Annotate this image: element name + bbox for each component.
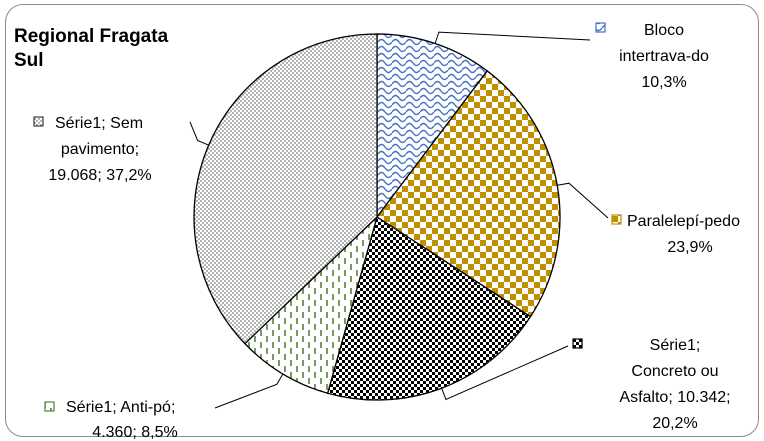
slice-label-antipo: Série1; Anti-pó; 4.360; 8,5%	[44, 399, 178, 441]
slice-label-sem-pavimento-line-1: Série1; Sem	[55, 115, 143, 132]
legend-key-concreto	[572, 338, 583, 349]
legend-key-paralelepipedo	[611, 214, 622, 225]
slice-label-sem-pavimento-line-2: pavimento;	[61, 141, 139, 158]
slice-label-sem-pavimento-line-3: 19.068; 37,2%	[48, 167, 151, 184]
chart-title-line-2: Sul	[14, 50, 44, 71]
slice-label-bloco-line-3: 10,3%	[641, 74, 686, 91]
slice-label-sem-pavimento: Série1; Sem pavimento; 19.068; 37,2%	[33, 115, 152, 184]
legend-key-bloco	[595, 22, 606, 33]
pie-slice-concreto	[326, 215, 532, 401]
leader-line-bloco	[434, 31, 591, 44]
slice-label-concreto: Série1; Concreto ou Asfalto; 10.342; 20,…	[572, 337, 731, 432]
slice-label-bloco-line-2: intertrava-do	[619, 48, 709, 65]
leader-line-sem-pavimento	[189, 121, 209, 146]
slice-label-antipo-line-2: 4.360; 8,5%	[92, 424, 177, 441]
slice-label-bloco: Bloco intertrava-do 10,3%	[595, 22, 709, 91]
slice-label-bloco-line-1: Bloco	[644, 22, 684, 39]
pie-slice-bloco	[376, 33, 489, 219]
slice-label-paralelepipedo-line-2: 23,9%	[667, 239, 712, 256]
slice-label-concreto-line-2: Concreto ou	[631, 363, 718, 380]
leader-line-antipo	[214, 373, 284, 409]
slice-label-concreto-line-1: Série1;	[650, 337, 701, 354]
slice-label-concreto-line-4: 20,2%	[652, 415, 697, 432]
legend-key-antipo	[44, 401, 55, 412]
chart-title: Regional Fragata Sul	[14, 26, 169, 71]
slice-label-antipo-line-1: Série1; Anti-pó;	[66, 399, 175, 416]
chart-title-line-1: Regional Fragata	[14, 26, 169, 47]
slice-label-paralelepipedo-line-1: Paralelepí-pedo	[627, 213, 740, 230]
pie-slice-paralelepipedo	[376, 70, 561, 318]
slice-label-concreto-line-3: Asfalto; 10.342;	[619, 389, 730, 406]
pie-slices	[193, 33, 561, 401]
leader-lines	[189, 31, 609, 409]
leader-line-paralelepipedo	[557, 182, 609, 219]
leader-line-concreto	[441, 345, 569, 401]
slice-label-paralelepipedo: Paralelepí-pedo 23,9%	[611, 213, 740, 256]
legend-key-sem-pavimento	[33, 116, 44, 127]
pie-slice-antipo	[243, 214, 379, 395]
